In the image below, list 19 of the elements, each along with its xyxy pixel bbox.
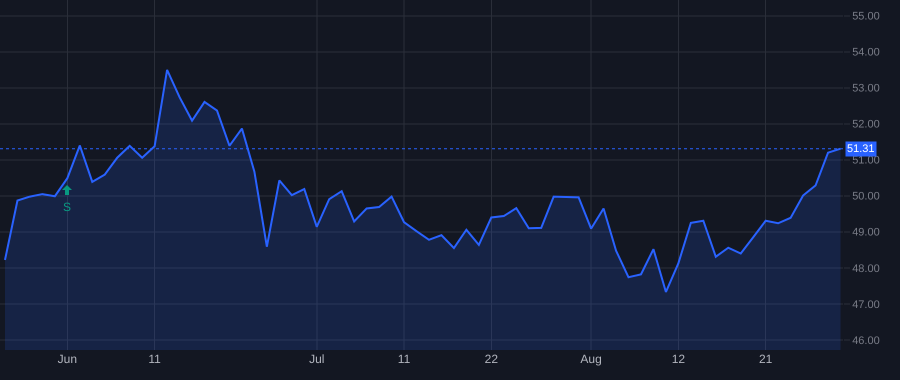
- annotation: S: [63, 200, 72, 214]
- x-tick-label: 21: [759, 352, 773, 366]
- y-tick-label: 54.00: [852, 46, 880, 59]
- x-tick-label: 11: [148, 352, 162, 366]
- x-tick-label: 11: [398, 352, 411, 366]
- y-tick-label: 48.00: [852, 262, 880, 275]
- y-tick-label: 52.00: [852, 118, 880, 131]
- y-tick-label: 47.00: [852, 298, 880, 311]
- y-tick-label: 55.00: [852, 10, 880, 23]
- y-tick-label: 46.00: [852, 334, 880, 347]
- y-tick-label: 49.00: [852, 226, 880, 239]
- x-tick-label: Jul: [309, 352, 324, 366]
- x-tick-label: Aug: [580, 352, 602, 366]
- x-tick-label: Jun: [58, 352, 78, 366]
- y-tick-label: 53.00: [852, 82, 880, 95]
- x-tick-label: 12: [672, 352, 686, 366]
- y-tick-label: 50.00: [852, 190, 880, 203]
- x-tick-label: 22: [484, 352, 498, 366]
- ref-line-label: 51.31: [847, 143, 875, 155]
